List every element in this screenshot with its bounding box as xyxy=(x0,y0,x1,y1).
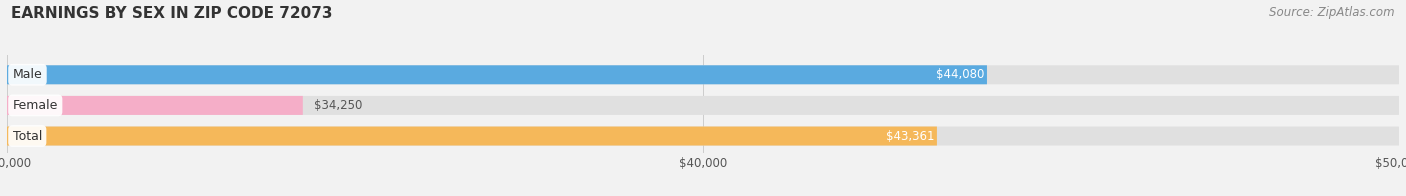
Text: Male: Male xyxy=(13,68,42,81)
FancyBboxPatch shape xyxy=(7,127,1399,145)
FancyBboxPatch shape xyxy=(7,65,1399,84)
FancyBboxPatch shape xyxy=(7,96,302,115)
FancyBboxPatch shape xyxy=(7,127,936,145)
Text: Source: ZipAtlas.com: Source: ZipAtlas.com xyxy=(1270,6,1395,19)
Text: EARNINGS BY SEX IN ZIP CODE 72073: EARNINGS BY SEX IN ZIP CODE 72073 xyxy=(11,6,333,21)
Text: $34,250: $34,250 xyxy=(314,99,363,112)
Text: $44,080: $44,080 xyxy=(936,68,984,81)
FancyBboxPatch shape xyxy=(7,96,1399,115)
FancyBboxPatch shape xyxy=(7,65,987,84)
Text: $43,361: $43,361 xyxy=(886,130,934,142)
Text: Female: Female xyxy=(13,99,58,112)
Text: Total: Total xyxy=(13,130,42,142)
